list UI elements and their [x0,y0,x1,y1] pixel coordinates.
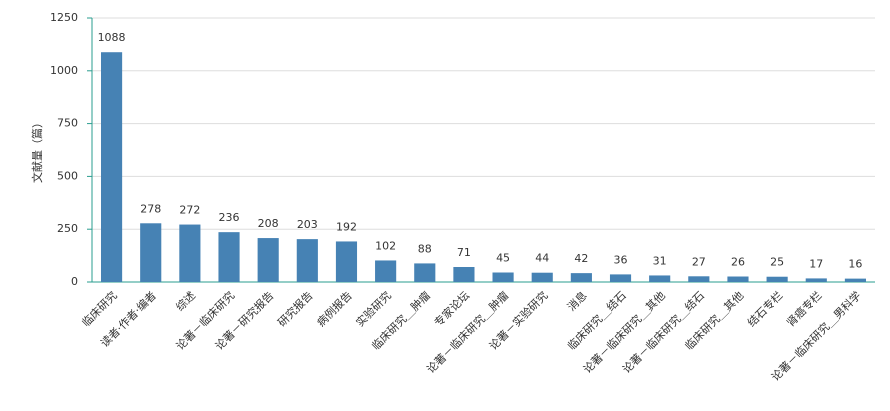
value-label: 192 [336,220,357,233]
x-tick-label: 专家论坛 [431,288,472,329]
x-tick-label: 综述 [173,288,198,313]
bar [140,223,162,282]
x-tick-label: 消息 [564,288,589,313]
bar [453,267,475,282]
bar [218,232,240,282]
x-tick-label: 肾癌专栏 [784,288,825,329]
y-tick-label: 500 [57,169,78,182]
bar [296,239,318,282]
value-label: 102 [375,239,396,252]
x-tick-label: 研究报告 [275,288,316,329]
value-label: 16 [848,258,862,271]
bar [179,224,201,282]
value-label: 26 [731,256,745,269]
bar [492,272,514,282]
bar [101,52,123,282]
y-tick-label: 1250 [50,11,78,24]
x-tick-label: 病例报告 [314,288,355,329]
x-tick-label: 实验研究 [353,288,394,329]
value-label: 31 [653,254,667,267]
value-label: 278 [140,202,161,215]
value-label: 42 [574,252,588,265]
value-label: 1088 [98,31,126,44]
y-tick-label: 250 [57,222,78,235]
value-label: 88 [418,242,432,255]
y-axis-label: 文献量（篇） [30,117,44,183]
bar [335,241,358,282]
value-label: 236 [219,211,240,224]
value-label: 208 [258,217,279,230]
bar [375,260,397,282]
value-label: 17 [809,257,823,270]
bar [414,263,436,282]
value-label: 45 [496,251,510,264]
value-label: 27 [692,255,706,268]
y-tick-label: 0 [71,275,78,288]
y-tick-label: 1000 [50,64,78,77]
bar [609,274,632,282]
bar [727,276,749,282]
bar [649,275,671,282]
bar [570,273,592,282]
bar [531,272,553,282]
value-label: 36 [614,253,628,266]
bar [257,238,279,282]
bar [805,278,827,282]
value-label: 272 [179,204,200,217]
bar [688,276,710,282]
y-tick-label: 750 [57,117,78,130]
value-label: 203 [297,218,318,231]
value-label: 44 [535,252,549,265]
x-tick-label: 结石专栏 [744,288,785,329]
x-tick-label: 临床研究 [79,288,120,329]
value-label: 25 [770,256,784,269]
bar [766,276,788,282]
value-label: 71 [457,246,471,259]
bar [844,278,866,282]
